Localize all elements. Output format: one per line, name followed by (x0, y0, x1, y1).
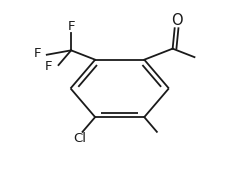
Text: F: F (67, 20, 75, 33)
Text: O: O (171, 13, 182, 28)
Text: F: F (45, 60, 53, 73)
Text: Cl: Cl (74, 132, 86, 145)
Text: F: F (34, 47, 41, 60)
